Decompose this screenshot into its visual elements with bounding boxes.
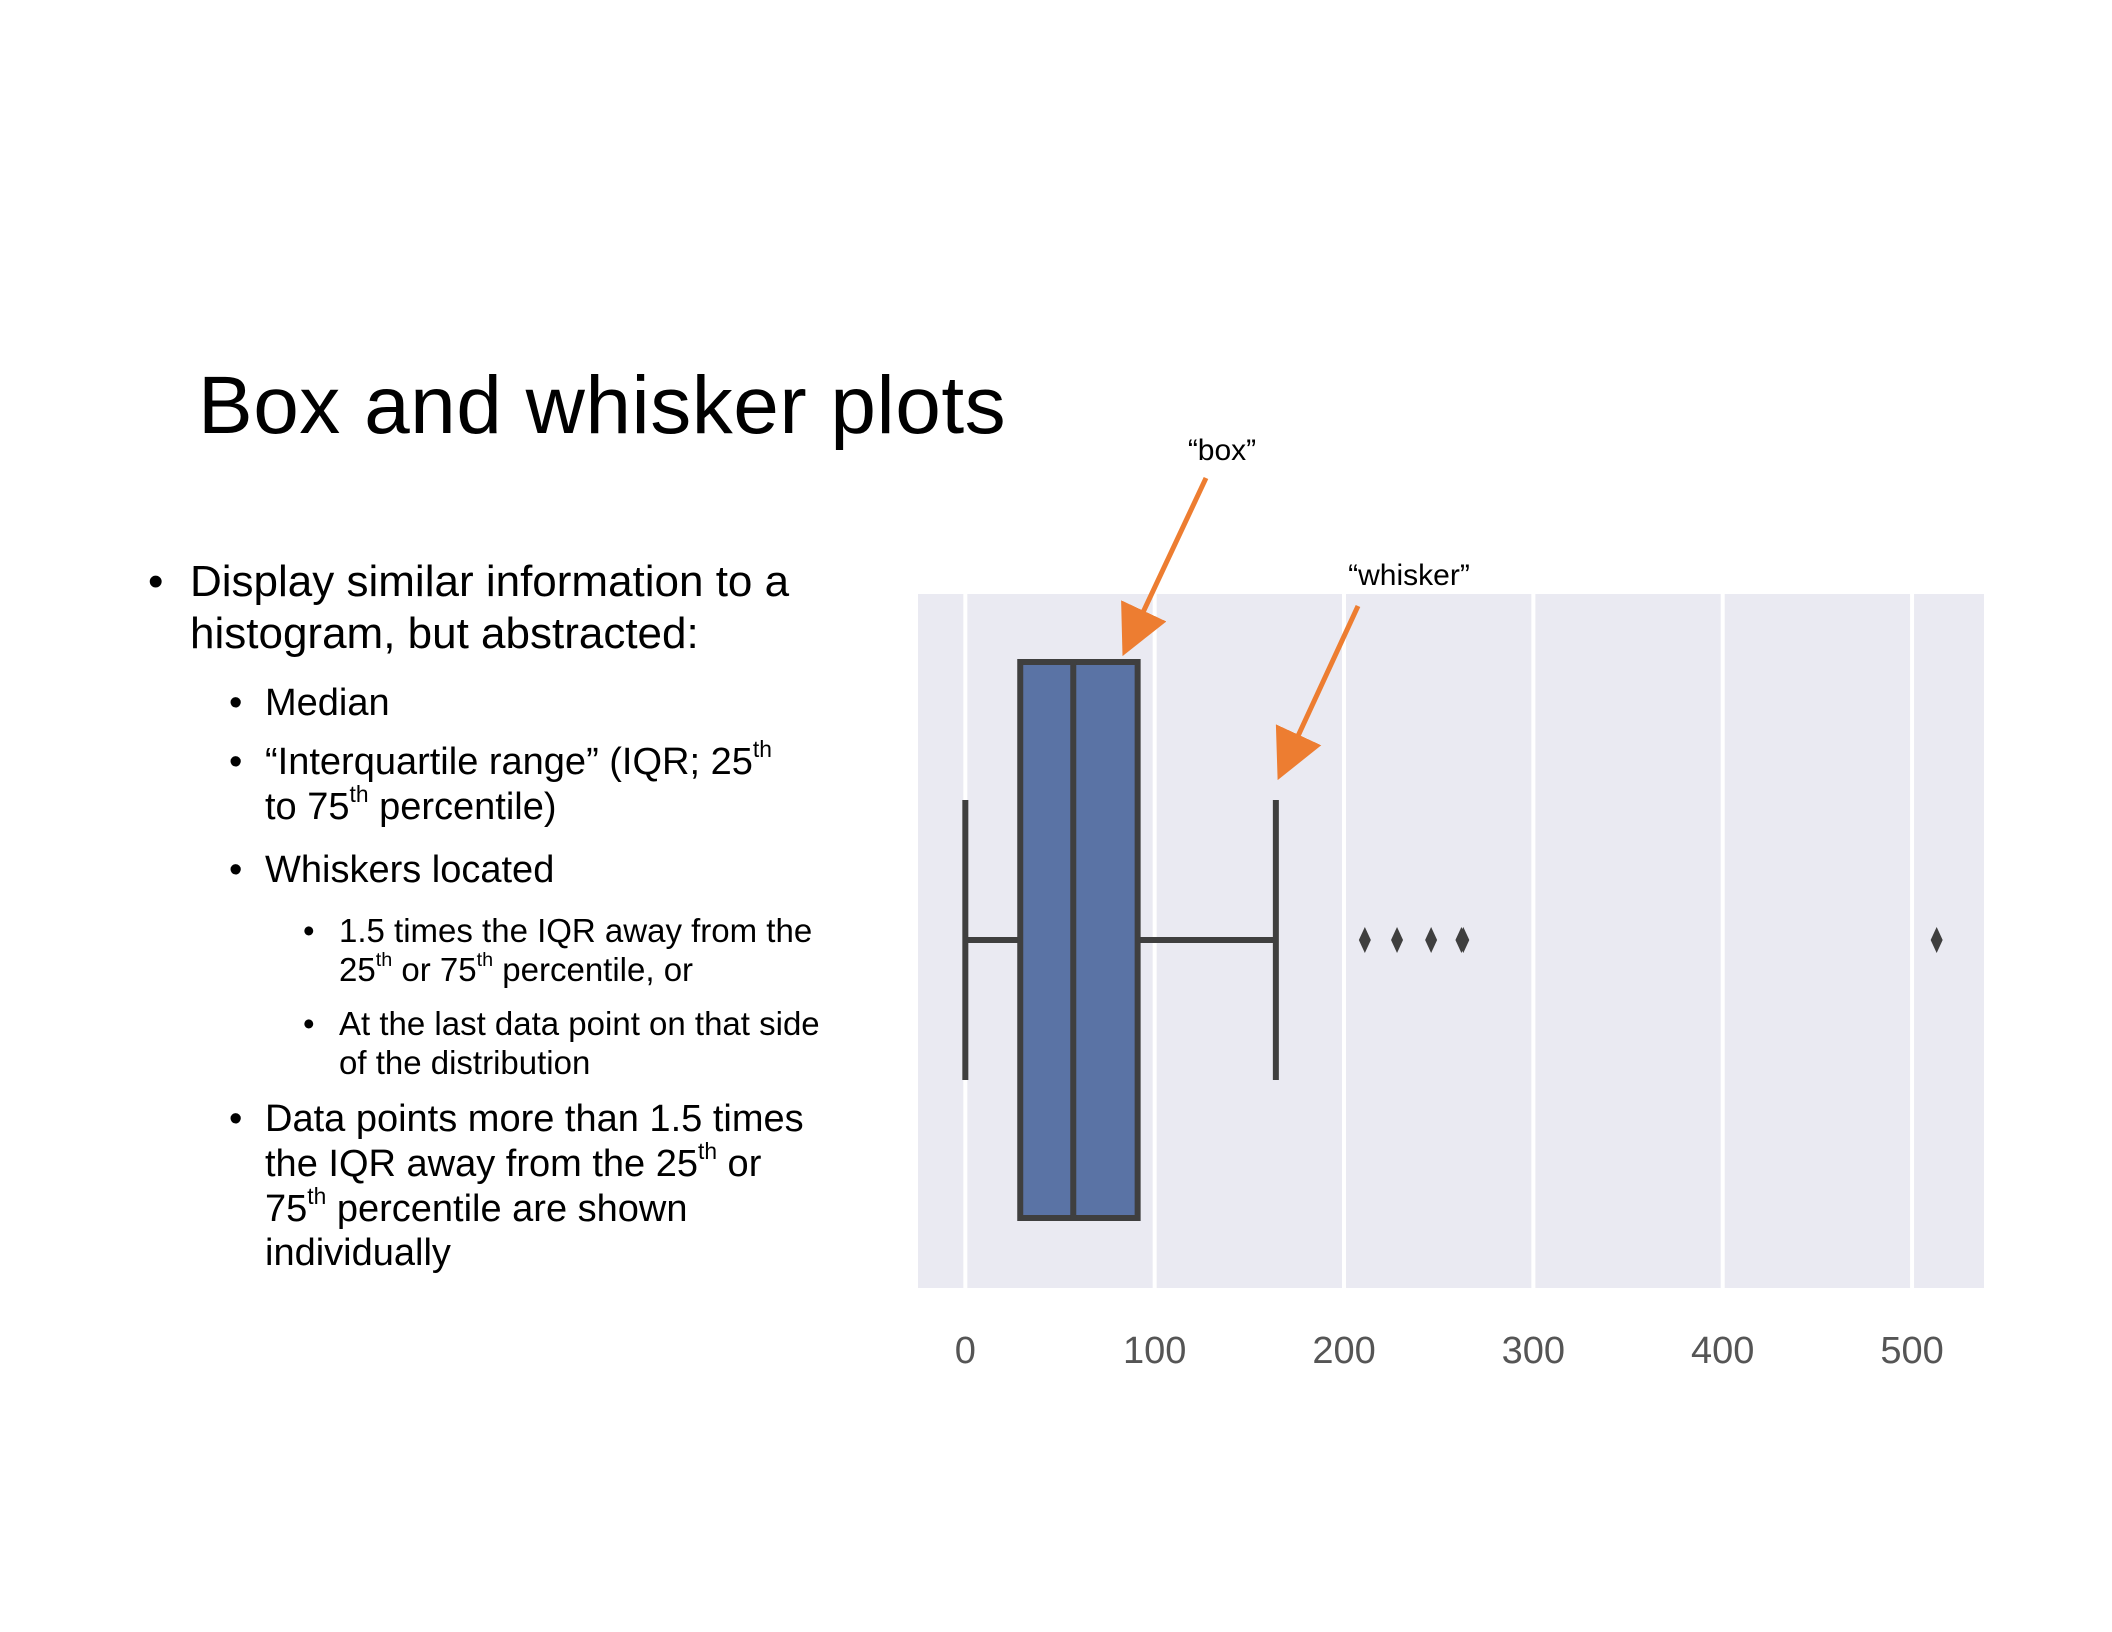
slide-title: Box and whisker plots	[198, 360, 1007, 451]
x-tick-label: 200	[1312, 1330, 1375, 1372]
bullet-text: or 75	[392, 950, 477, 988]
bullet-one-point-five: • 1.5 times the IQR away from the 25th o…	[303, 912, 812, 990]
bullet-text: Whiskers located	[265, 849, 555, 891]
bullet-line: Data points more than 1.5 times	[265, 1097, 804, 1142]
outlier-point	[1358, 927, 1371, 953]
bullet-line: the IQR away from the 25th or	[265, 1139, 804, 1187]
x-tick-label: 400	[1691, 1330, 1754, 1372]
bullet-dot: •	[229, 849, 243, 891]
superscript: th	[752, 735, 772, 762]
bullet-text: of the distribution	[339, 1043, 591, 1081]
x-tick-label: 100	[1123, 1330, 1186, 1372]
box-layer	[962, 659, 1279, 1221]
outlier-point	[1391, 927, 1404, 953]
bullet-text: percentile, or	[493, 950, 694, 988]
bullet-text: or	[717, 1142, 762, 1185]
superscript: th	[697, 1137, 717, 1164]
bullet-iqr: • “Interquartile range” (IQR; 25th to 75…	[229, 738, 772, 830]
bullet-line: of the distribution	[339, 1044, 820, 1083]
bullet-dot: •	[229, 1098, 243, 1140]
bullet-text: 75	[265, 1187, 308, 1230]
outlier-point	[1930, 927, 1943, 953]
tick-label-layer: 0 100 200 300 400 500	[955, 1330, 1944, 1372]
bullet-line: to 75th percentile)	[265, 782, 772, 830]
bullet-outliers: • Data points more than 1.5 times the IQ…	[229, 1097, 804, 1276]
whisker-callout-label: “whisker”	[1348, 559, 1470, 592]
x-tick-label: 0	[955, 1330, 976, 1372]
box-callout-arrow	[1121, 476, 1209, 657]
superscript: th	[307, 1182, 327, 1209]
bullet-median: • Median	[229, 681, 390, 726]
whisker-callout-arrow	[1275, 604, 1361, 781]
bullet-line: At the last data point on that side	[339, 1005, 820, 1044]
bullet-text: Display similar information to a histogr…	[190, 557, 790, 658]
bullet-text: 1.5 times the IQR away from the	[339, 912, 813, 949]
outlier-point	[1425, 927, 1438, 953]
superscript: th	[375, 949, 393, 972]
bullet-dot: •	[303, 912, 315, 949]
outlier-point	[1457, 927, 1470, 953]
bullet-display-similar: • Display similar information to a histo…	[148, 556, 890, 660]
bullet-text: to 75	[265, 785, 350, 828]
x-tick-label: 300	[1502, 1330, 1565, 1372]
superscript: th	[349, 780, 369, 807]
bullet-dot: •	[229, 741, 243, 783]
bullet-line: 1.5 times the IQR away from the	[339, 912, 812, 951]
bullet-text: At the last data point on that side	[339, 1005, 820, 1042]
bullet-whiskers-located: • Whiskers located	[229, 848, 555, 893]
superscript: th	[476, 949, 494, 972]
bullet-text: Data points more than 1.5 times	[265, 1098, 804, 1140]
bullet-line: individually	[265, 1231, 804, 1276]
bullet-text: percentile)	[368, 785, 557, 828]
bullet-text: “Interquartile range” (IQR; 25	[265, 741, 753, 783]
bullet-last-data-point: • At the last data point on that side of…	[303, 1005, 820, 1083]
bullet-text: Median	[265, 682, 390, 724]
bullet-text: 25	[339, 950, 376, 988]
bullet-text: the IQR away from the 25	[265, 1142, 698, 1185]
outlier-layer	[1358, 927, 1943, 953]
bullet-dot: •	[229, 682, 243, 724]
bullet-line: “Interquartile range” (IQR; 25th	[265, 738, 772, 785]
bullet-text: percentile are shown	[326, 1187, 688, 1230]
iqr-box	[1017, 659, 1141, 1221]
x-tick-label: 500	[1880, 1330, 1943, 1372]
bullet-dot: •	[303, 1005, 315, 1042]
bullet-text: individually	[265, 1232, 451, 1275]
box-callout-label: “box”	[1188, 434, 1256, 467]
bullet-line: 75th percentile are shown	[265, 1184, 804, 1232]
bullet-line: 25th or 75th percentile, or	[339, 949, 812, 990]
bullet-dot: •	[148, 557, 164, 606]
